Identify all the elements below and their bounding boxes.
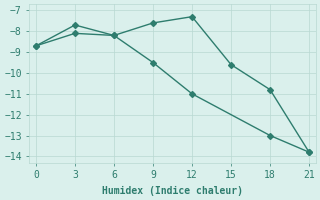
X-axis label: Humidex (Indice chaleur): Humidex (Indice chaleur) <box>102 186 243 196</box>
